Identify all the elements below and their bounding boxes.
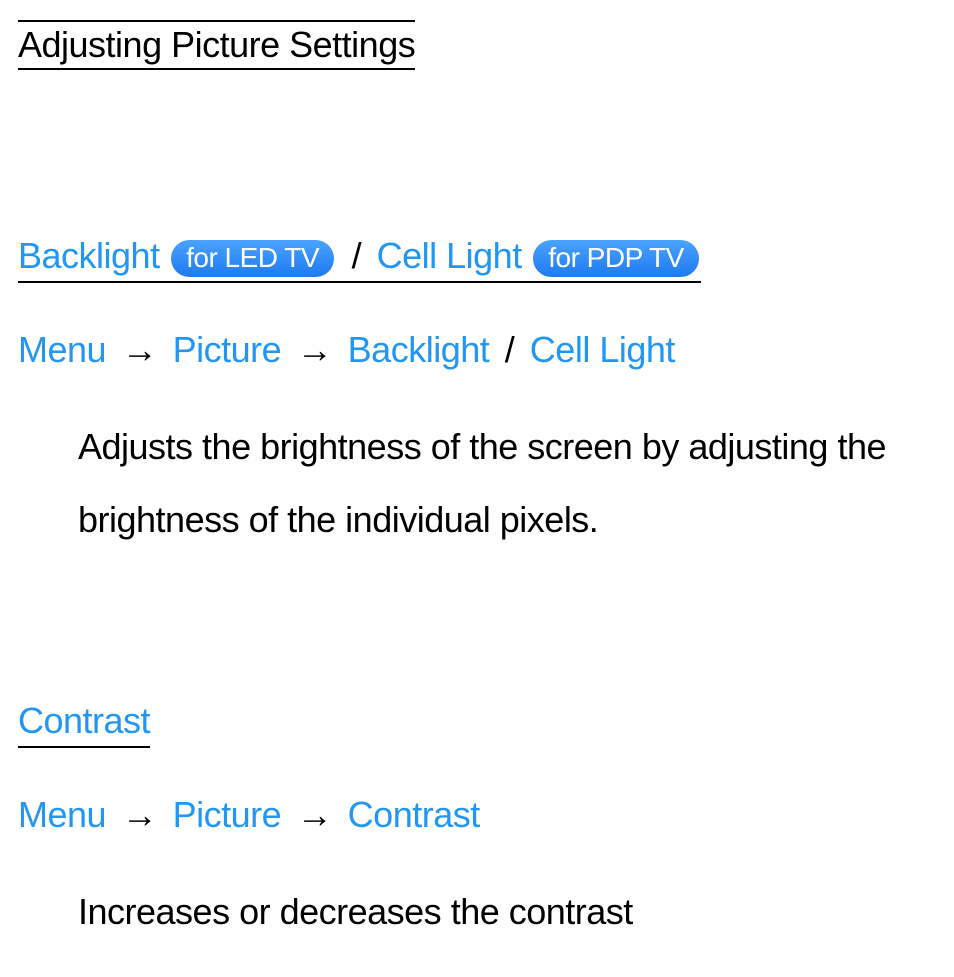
breadcrumb-arrow-icon: → — [122, 794, 158, 835]
breadcrumb-menu: Menu — [18, 794, 106, 835]
breadcrumb-separator: / — [505, 329, 515, 370]
section-heading-row: Backlight for LED TV / Cell Light for PD… — [18, 235, 936, 283]
breadcrumb-backlight-term: Backlight — [348, 329, 490, 370]
section-heading-backlight: Backlight for LED TV / Cell Light for PD… — [18, 235, 701, 283]
page-title: Adjusting Picture Settings — [18, 20, 415, 70]
breadcrumb-arrow-icon: → — [122, 329, 158, 370]
section-contrast: Contrast Menu → Picture → Contrast Incre… — [18, 700, 936, 949]
section-heading-row: Contrast — [18, 700, 936, 748]
pill-pdp-tv: for PDP TV — [533, 240, 699, 277]
section-backlight: Backlight for LED TV / Cell Light for PD… — [18, 235, 936, 556]
heading-separator: / — [352, 235, 371, 276]
breadcrumb-contrast: Menu → Picture → Contrast — [18, 794, 936, 836]
section-body-backlight: Adjusts the brightness of the screen by … — [18, 411, 936, 556]
heading-term-backlight: Backlight — [18, 235, 160, 276]
breadcrumb-menu: Menu — [18, 329, 106, 370]
breadcrumb-backlight: Menu → Picture → Backlight / Cell Light — [18, 329, 936, 371]
breadcrumb-contrast-term: Contrast — [348, 794, 480, 835]
breadcrumb-arrow-icon: → — [297, 794, 333, 835]
breadcrumb-arrow-icon: → — [297, 329, 333, 370]
heading-term-celllight: Cell Light — [377, 235, 522, 276]
breadcrumb-picture: Picture — [173, 329, 282, 370]
breadcrumb-celllight-term: Cell Light — [530, 329, 675, 370]
pill-led-tv: for LED TV — [171, 240, 334, 277]
section-body-contrast: Increases or decreases the contrast — [18, 876, 936, 949]
breadcrumb-picture: Picture — [173, 794, 282, 835]
section-heading-contrast: Contrast — [18, 700, 150, 748]
